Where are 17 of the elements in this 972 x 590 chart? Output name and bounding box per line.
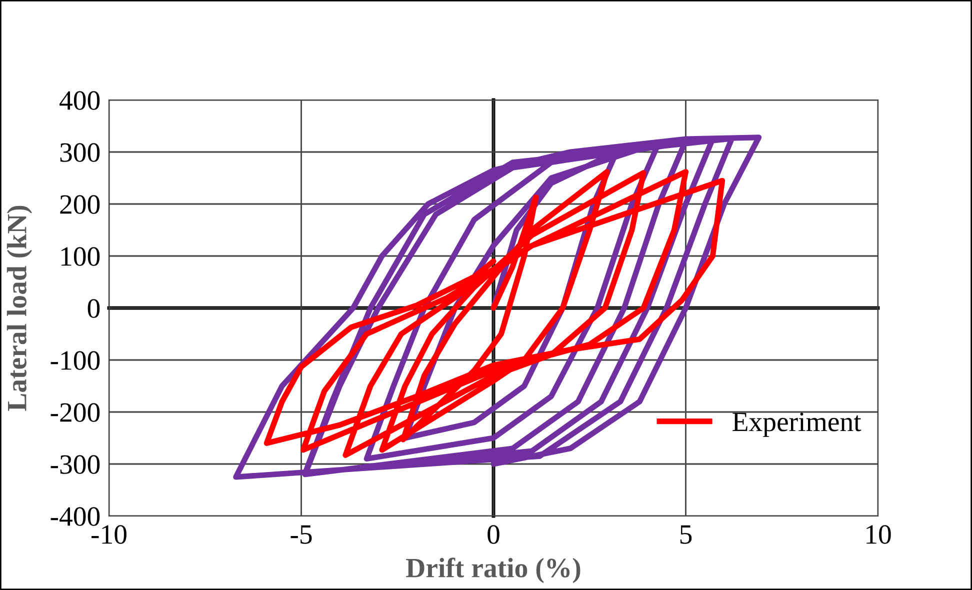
y-tick-label: -400 <box>50 507 100 526</box>
y-tick-label: -200 <box>50 403 100 422</box>
x-axis-title: Drift ratio (%) <box>406 558 580 584</box>
y-tick-label: 200 <box>60 195 100 214</box>
x-tick-label: 10 <box>866 525 891 544</box>
y-tick-label: -100 <box>50 351 100 370</box>
y-tick-label: 100 <box>61 247 100 266</box>
y-tick-label: 300 <box>60 143 100 162</box>
y-axis-title: Lateral load (kN) <box>6 206 32 411</box>
x-tick-label: 5 <box>680 525 692 544</box>
y-tick-label: -300 <box>50 455 100 474</box>
y-tick-label: 400 <box>60 91 100 110</box>
x-tick-label: -10 <box>92 525 126 544</box>
x-tick-label: -5 <box>290 525 312 544</box>
x-tick-label: 0 <box>488 525 500 544</box>
y-tick-label: 0 <box>88 299 100 318</box>
legend-label: Experiment <box>732 412 862 437</box>
